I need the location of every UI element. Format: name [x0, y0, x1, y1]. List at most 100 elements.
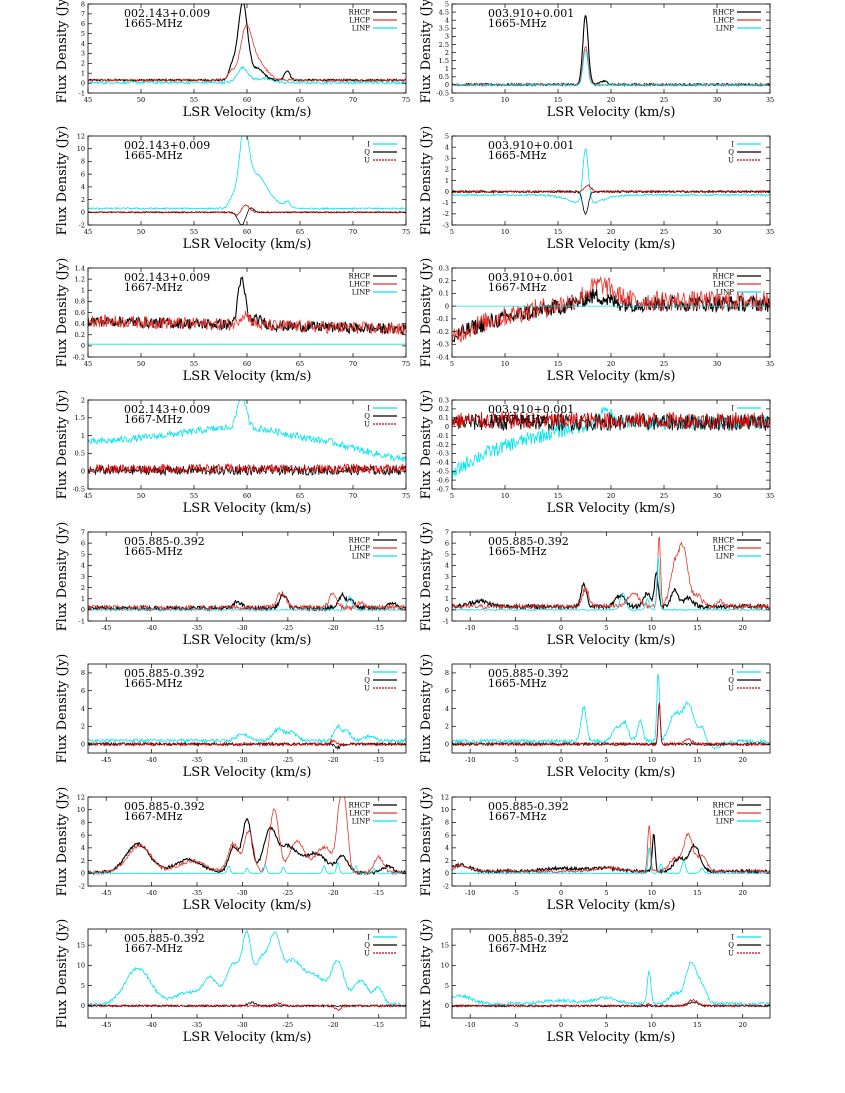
x-tick-label: 15	[554, 360, 562, 368]
legend-label: LINP	[716, 553, 735, 561]
y-tick-label: 6	[81, 687, 85, 695]
panel-subtitle: 1667-MHz	[124, 810, 183, 823]
x-tick-label: 30	[713, 492, 721, 500]
x-tick-label: 55	[190, 228, 198, 236]
x-tick-label: 65	[296, 96, 304, 104]
series-line-lhcp	[88, 310, 406, 335]
panel-14: -45 -40 -35 -30 -25 -20 -15 0 5 10 15 LSR Velocity …	[55, 919, 407, 1045]
x-tick-label: 0	[559, 889, 563, 897]
y-tick-label: 10	[441, 806, 449, 814]
x-tick-label: -10	[465, 756, 475, 764]
series-line-linp	[88, 65, 406, 85]
y-tick-label: 12	[77, 793, 85, 801]
panel-subtitle: 1667-MHz	[488, 810, 547, 823]
y-axis-label: Flux Density (Jy)	[55, 919, 70, 1029]
x-tick-label: 70	[349, 228, 357, 236]
y-tick-label: 5	[445, 0, 449, 8]
x-tick-label: -30	[237, 756, 247, 764]
plot-frame	[87, 928, 407, 1019]
legend-label: LHCP	[713, 17, 734, 25]
x-tick-label: 65	[296, 492, 304, 500]
panel-title: 003.910+0.001	[488, 271, 574, 284]
x-tick-label: 55	[190, 360, 198, 368]
y-tick-label: 0	[81, 1002, 85, 1010]
x-tick-label: 0	[559, 756, 563, 764]
legend-label: LINP	[352, 289, 371, 297]
y-tick-label: 5	[445, 132, 449, 140]
y-tick-label: 1	[81, 70, 85, 78]
y-tick-label: 8	[81, 669, 85, 677]
x-tick-label: 50	[137, 96, 145, 104]
y-tick-label: 2	[81, 60, 85, 68]
x-tick-label: -35	[192, 624, 202, 632]
x-tick-label: -15	[374, 889, 384, 897]
x-tick-label: -45	[101, 624, 111, 632]
series-group	[88, 724, 406, 751]
x-tick-label: 25	[660, 492, 668, 500]
x-tick-label: 5	[450, 492, 454, 500]
series-group	[88, 276, 406, 345]
y-tick-label: 0	[445, 188, 449, 196]
y-tick-label: 2	[81, 196, 85, 204]
y-tick-label: 6	[445, 831, 449, 839]
series-line-i	[452, 148, 770, 204]
y-tick-label: -2	[79, 882, 85, 890]
series-line-lhcp	[452, 45, 770, 87]
series-line-lhcp	[88, 797, 406, 876]
y-tick-label: 6	[81, 831, 85, 839]
x-tick-label: 45	[84, 360, 92, 368]
series-line-lhcp	[452, 275, 770, 345]
y-tick-label: 0.3	[439, 264, 449, 272]
y-tick-label: 10	[441, 962, 449, 970]
x-tick-label: -30	[237, 1021, 247, 1029]
x-tick-label: -45	[101, 1021, 111, 1029]
y-tick-label: 0	[81, 209, 85, 217]
y-tick-label: -1	[443, 617, 449, 625]
x-tick-label: -40	[146, 756, 156, 764]
series-line-u	[88, 204, 406, 217]
legend-label: U	[364, 421, 370, 429]
x-tick-label: 60	[243, 228, 251, 236]
panel-subtitle: 1665-MHz	[124, 545, 183, 558]
y-tick-label: 0	[445, 1002, 449, 1010]
legend-label: LHCP	[349, 545, 370, 553]
y-tick-label: 4.5	[439, 8, 449, 16]
y-tick-label: 2	[445, 584, 449, 592]
y-tick-label: 7	[81, 528, 85, 536]
y-tick-label: 4	[81, 183, 85, 191]
y-tick-label: 1	[81, 287, 85, 295]
y-tick-label: -0.6	[436, 476, 449, 484]
x-tick-label: -10	[465, 1021, 475, 1029]
x-tick-label: -35	[192, 889, 202, 897]
plot-frame	[87, 796, 407, 887]
y-tick-label: 4	[81, 40, 85, 48]
x-tick-label: 5	[450, 96, 454, 104]
x-tick-label: -5	[512, 756, 518, 764]
x-tick-label: 35	[766, 228, 774, 236]
panel-2: 45 50 55 60 65 70 75 -2 0 2 4 6 8 10 12 LSR Velocity (k…	[55, 126, 410, 252]
y-tick-label: -0.4	[436, 353, 449, 361]
y-tick-label: 5	[81, 30, 85, 38]
legend-label: Q	[728, 677, 734, 685]
y-tick-label: 7	[81, 10, 85, 18]
panel-6: 45 50 55 60 65 70 75 -0.5 0 0.5 1 1.5 2 LSR Velocity …	[55, 390, 410, 516]
y-tick-label: 8	[445, 669, 449, 677]
x-tick-label: -35	[192, 756, 202, 764]
series-line-lhcp	[452, 536, 770, 611]
legend-label: LHCP	[349, 810, 370, 818]
panel-13: -10 -5 0 5 10 15 20 -2 0 2 4 6 8 10 12 LSR Velocity (km…	[419, 787, 771, 913]
y-tick-label: 0.6	[75, 309, 85, 317]
legend-label: LHCP	[349, 17, 370, 25]
y-tick-label: 10	[77, 806, 85, 814]
y-tick-label: 4	[445, 143, 449, 151]
series-group	[452, 15, 770, 88]
y-tick-label: 4	[445, 705, 449, 713]
panel-title: 005.885-0.392	[488, 932, 569, 945]
y-tick-label: 4	[445, 844, 449, 852]
y-tick-label: 6	[81, 20, 85, 28]
y-tick-label: 6	[445, 539, 449, 547]
x-tick-label: -20	[328, 889, 338, 897]
x-axis-label: LSR Velocity (km/s)	[183, 898, 312, 913]
legend-label: I	[367, 405, 370, 413]
y-tick-label: 4	[81, 562, 85, 570]
